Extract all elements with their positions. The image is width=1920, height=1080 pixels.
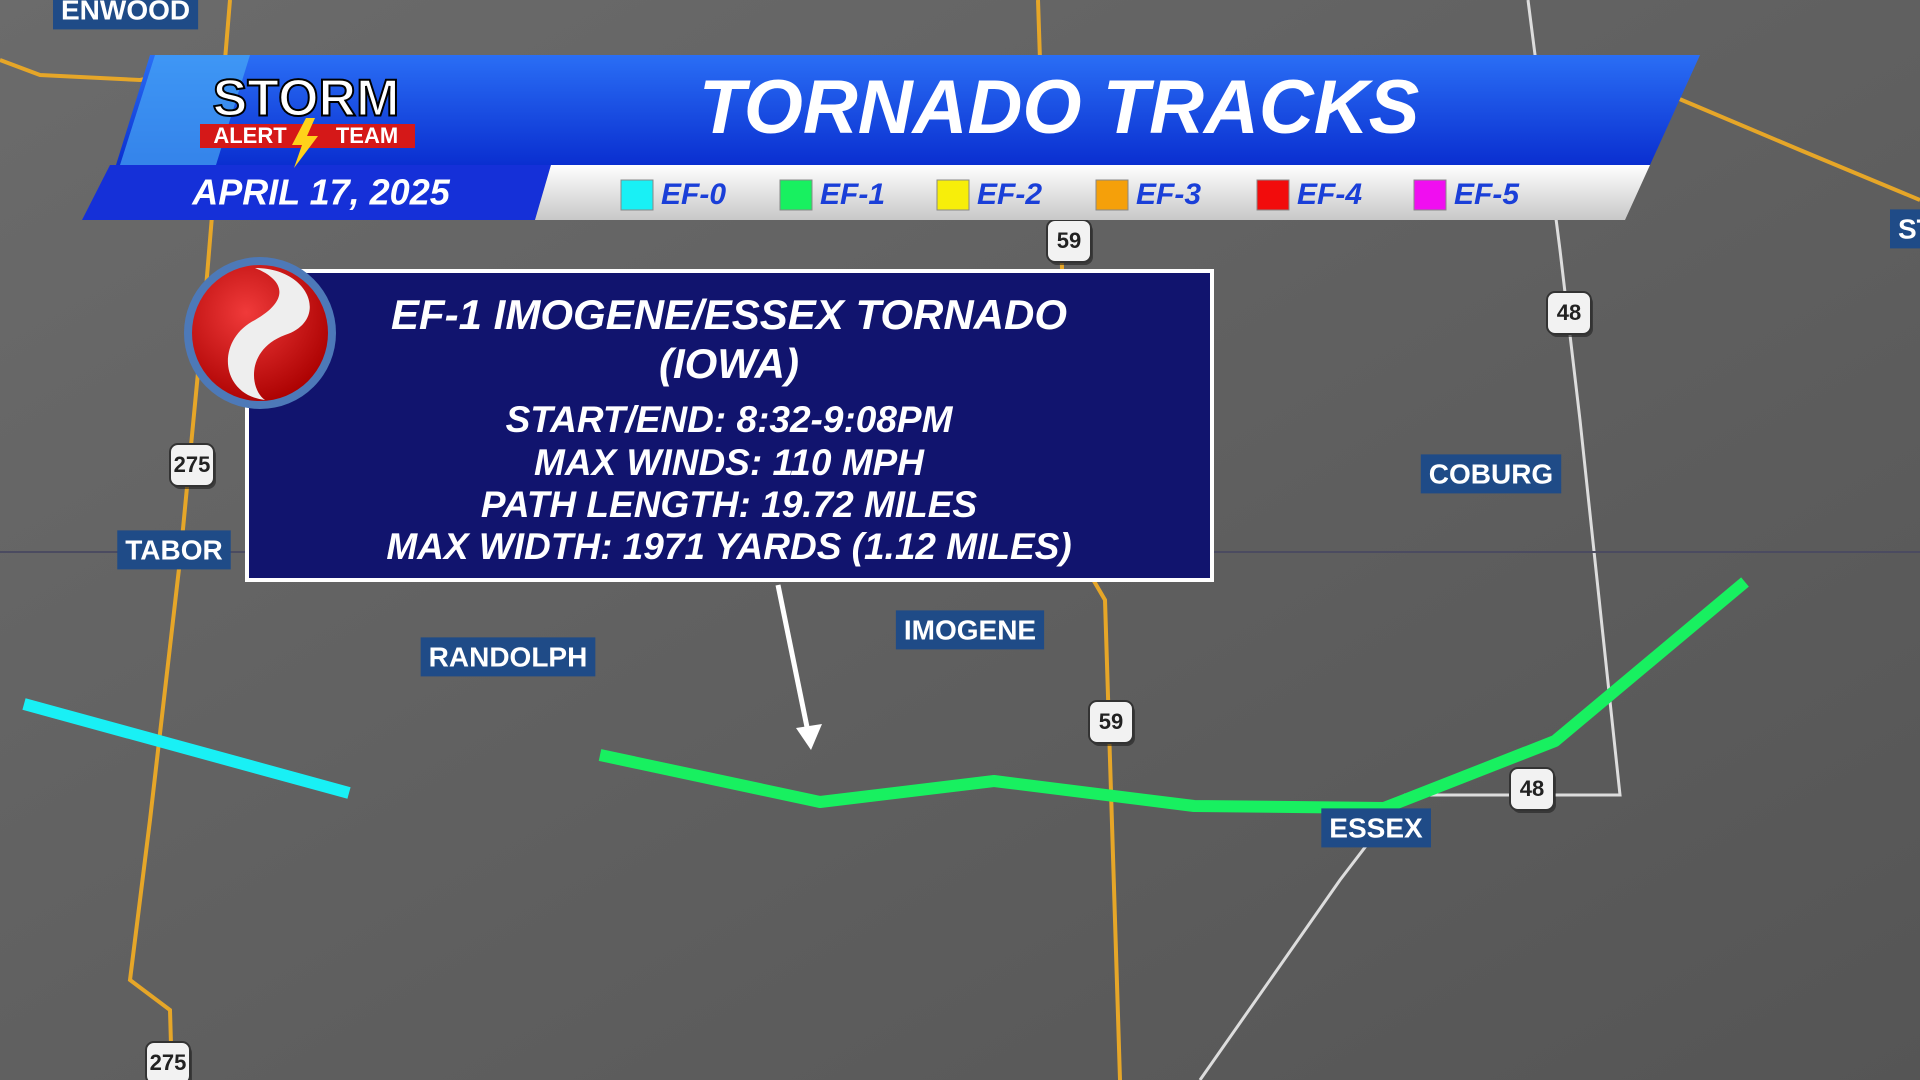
logo-swirl bbox=[227, 268, 310, 400]
info-title: (IOWA) bbox=[659, 340, 799, 387]
place-name: ENWOOD bbox=[61, 0, 190, 25]
shield bbox=[1546, 291, 1592, 335]
place-label: ST bbox=[1890, 209, 1920, 249]
date: APRIL 17, 2025 bbox=[191, 172, 450, 213]
place-name: COBURG bbox=[1429, 458, 1553, 489]
info-text: EF-1 IMOGENE/ESSEX TORNADO(IOWA) START/EN… bbox=[386, 291, 1071, 567]
legend-swatch bbox=[620, 179, 654, 211]
shield-number: 48 bbox=[1520, 776, 1544, 801]
legend-swatch bbox=[1256, 179, 1290, 211]
date-strip bbox=[82, 165, 551, 220]
legend-label: EF-4 bbox=[1297, 178, 1362, 211]
shield-number: 59 bbox=[1099, 709, 1123, 734]
place-label-bg bbox=[1420, 454, 1562, 494]
place-label: ESSEX bbox=[1321, 808, 1432, 848]
place-label: IMOGENE bbox=[895, 610, 1045, 650]
legend-strip bbox=[535, 165, 1650, 220]
ef1-track bbox=[598, 577, 1749, 814]
shield bbox=[1088, 700, 1134, 744]
place-name: RANDOLPH bbox=[429, 641, 588, 672]
info-title: EF-1 IMOGENE/ESSEX TORNADO bbox=[391, 291, 1067, 338]
shield-number: 48 bbox=[1557, 300, 1581, 325]
shield-number: 59 bbox=[1057, 228, 1081, 253]
shield-number: 275 bbox=[150, 1050, 187, 1075]
shield bbox=[1509, 767, 1555, 811]
place-label: RANDOLPH bbox=[420, 637, 596, 677]
place-label-bg bbox=[117, 530, 231, 570]
shield bbox=[145, 1041, 191, 1080]
place-label-bg bbox=[895, 610, 1045, 650]
legend-label: EF-2 bbox=[977, 178, 1042, 211]
road-shields: 275 59 48 59 48 275 bbox=[145, 219, 1593, 1080]
legend: EF-0 EF-1 EF-2 EF-3 EF-4 EF-5 bbox=[620, 178, 1520, 211]
place-label-bg bbox=[1321, 808, 1432, 848]
header-title: TORNADO TRACKS bbox=[699, 65, 1420, 150]
place-name: ST bbox=[1898, 213, 1920, 244]
logo-bolt bbox=[292, 118, 318, 168]
legend-label: EF-5 bbox=[1454, 178, 1520, 211]
logo-team: TEAM bbox=[336, 123, 398, 148]
place-label-bg bbox=[53, 0, 199, 30]
legend-swatch bbox=[936, 179, 970, 211]
legend-swatch bbox=[1095, 179, 1129, 211]
logo-alert: ALERT bbox=[213, 123, 287, 148]
header-banner bbox=[116, 55, 1700, 165]
pointer-arrow bbox=[775, 584, 811, 733]
place-label: TABOR bbox=[117, 530, 231, 570]
info-box bbox=[245, 269, 1214, 582]
pointer-arrowhead bbox=[796, 724, 822, 750]
ef0-track bbox=[22, 698, 351, 799]
legend-label: EF-3 bbox=[1136, 178, 1201, 211]
place-name: ESSEX bbox=[1329, 812, 1423, 843]
place-label: ENWOOD bbox=[53, 0, 199, 30]
shield-number: 275 bbox=[174, 452, 211, 477]
place-name: IMOGENE bbox=[904, 614, 1036, 645]
shield bbox=[169, 443, 215, 487]
legend-label: EF-1 bbox=[820, 178, 885, 211]
info-detail: MAX WINDS: 110 MPH bbox=[534, 442, 925, 483]
info-detail: MAX WIDTH: 1971 YARDS (1.12 MILES) bbox=[386, 526, 1071, 567]
legend-swatch bbox=[1413, 179, 1447, 211]
info-detail: START/END: 8:32-9:08PM bbox=[506, 399, 954, 440]
place-label-bg bbox=[1890, 209, 1920, 249]
legend-label: EF-0 bbox=[661, 178, 726, 211]
place-label: COBURG bbox=[1420, 454, 1562, 494]
tornado-tracks bbox=[22, 577, 1749, 814]
place-name: TABOR bbox=[125, 534, 222, 565]
place-labels: ENWOOD ST TABOR RANDOLPH IMOGENE COBURG ESSEX bbox=[53, 0, 1920, 848]
info-detail: PATH LENGTH: 19.72 MILES bbox=[481, 484, 977, 525]
place-label-bg bbox=[420, 637, 596, 677]
legend-swatch bbox=[779, 179, 813, 211]
